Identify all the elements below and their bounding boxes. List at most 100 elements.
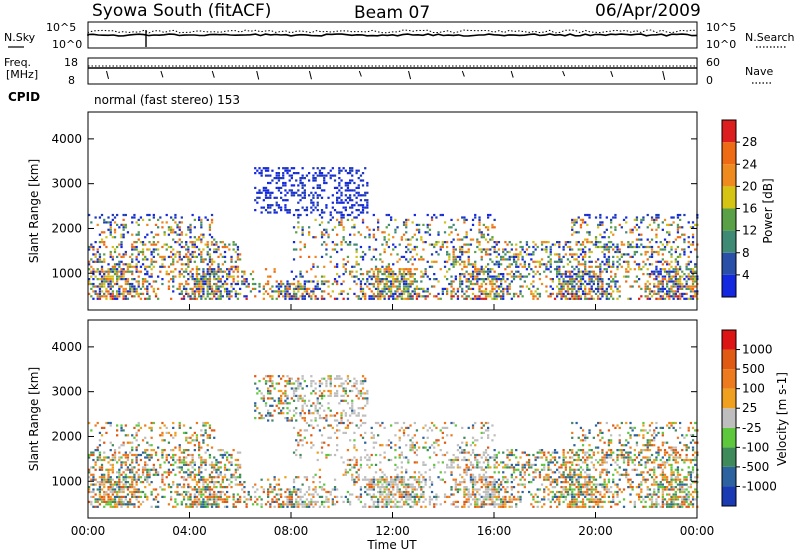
echo-cell — [566, 280, 570, 283]
echo-cell — [314, 172, 317, 175]
echo-cell — [364, 191, 367, 194]
echo-cell — [353, 292, 356, 296]
echo-cell — [176, 458, 179, 462]
echo-cell — [301, 196, 304, 199]
echo-cell — [109, 449, 112, 452]
echo-cell — [131, 216, 134, 219]
echo-cell — [366, 280, 369, 283]
echo-cell — [286, 397, 289, 400]
echo-cell — [124, 226, 127, 229]
echo-cell — [584, 297, 587, 300]
echo-cell — [657, 223, 660, 227]
echo-cell — [314, 503, 317, 506]
echo-cell — [141, 250, 145, 254]
echo-cell — [258, 167, 261, 170]
echo-cell — [146, 273, 149, 276]
echo-cell — [297, 280, 300, 283]
echo-cell — [489, 290, 492, 293]
echo-cell — [320, 382, 324, 385]
echo-cell — [349, 503, 352, 506]
echo-cell — [204, 458, 207, 462]
echo-cell — [351, 189, 354, 192]
echo-cell — [135, 446, 138, 449]
echo-cell — [213, 500, 216, 504]
echo-cell — [536, 270, 539, 273]
echo-cell — [519, 290, 522, 293]
echo-cell — [461, 260, 464, 263]
echo-cell — [661, 258, 664, 261]
echo-cell — [487, 213, 490, 217]
echo-cell — [413, 213, 416, 217]
echo-cell — [422, 248, 425, 251]
echo-cell — [144, 461, 147, 464]
echo-cell — [340, 394, 343, 398]
echo-cell — [137, 253, 140, 256]
echo-cell — [560, 282, 563, 286]
echo-cell — [668, 223, 671, 227]
echo-cell — [165, 426, 168, 430]
echo-cell — [663, 287, 667, 291]
echo-cell — [219, 493, 222, 496]
echo-cell — [116, 424, 119, 427]
echo-cell — [320, 488, 324, 491]
echo-cell — [592, 290, 595, 293]
echo-cell — [426, 295, 429, 298]
echo-cell — [280, 285, 283, 288]
echo-cell — [191, 241, 194, 244]
echo-cell — [299, 394, 302, 398]
echo-cell — [113, 498, 117, 501]
echo-cell — [487, 268, 490, 271]
echo-cell — [174, 216, 177, 219]
echo-cell — [282, 407, 285, 410]
echo-cell — [195, 265, 199, 268]
echo-cell — [126, 434, 130, 437]
echo-cell — [310, 412, 313, 415]
echo-cell — [566, 270, 570, 273]
echo-cell — [118, 486, 121, 489]
echo-cell — [189, 253, 192, 256]
echo-cell — [377, 273, 380, 276]
echo-cell — [213, 429, 216, 432]
echo-cell — [610, 221, 613, 224]
echo-cell — [377, 268, 380, 271]
echo-cell — [120, 233, 123, 236]
echo-cell — [448, 255, 451, 259]
echo-cell — [290, 419, 293, 422]
echo-cell — [90, 221, 93, 224]
echo-cell — [167, 265, 171, 268]
echo-cell — [280, 402, 283, 405]
echo-cell — [284, 181, 287, 185]
echo-cell — [116, 290, 119, 293]
echo-cell — [627, 270, 630, 273]
echo-cell — [223, 243, 227, 246]
echo-cell — [523, 265, 526, 268]
echo-cell — [655, 216, 658, 219]
echo-cell — [176, 223, 179, 227]
echo-cell — [320, 486, 324, 489]
echo-cell — [331, 206, 334, 209]
echo-cell — [133, 285, 136, 288]
echo-cell — [519, 241, 522, 244]
echo-cell — [394, 285, 397, 288]
echo-cell — [420, 238, 423, 241]
echo-cell — [405, 238, 408, 241]
echo-cell — [245, 505, 248, 508]
echo-cell — [344, 209, 347, 212]
echo-cell — [549, 258, 552, 261]
echo-cell — [409, 295, 412, 298]
echo-cell — [193, 241, 196, 244]
echo-cell — [131, 486, 134, 489]
echo-cell — [282, 184, 285, 187]
echo-cell — [200, 280, 203, 283]
echo-cell — [131, 282, 134, 286]
echo-cell — [204, 258, 207, 261]
echo-cell — [299, 439, 302, 442]
echo-cell — [605, 287, 608, 291]
echo-cell — [180, 233, 183, 236]
echo-cell — [338, 201, 341, 204]
echo-cell — [478, 241, 481, 244]
echo-cell — [180, 503, 183, 506]
echo-cell — [111, 270, 114, 273]
echo-cell — [590, 250, 593, 254]
echo-cell — [189, 436, 192, 439]
